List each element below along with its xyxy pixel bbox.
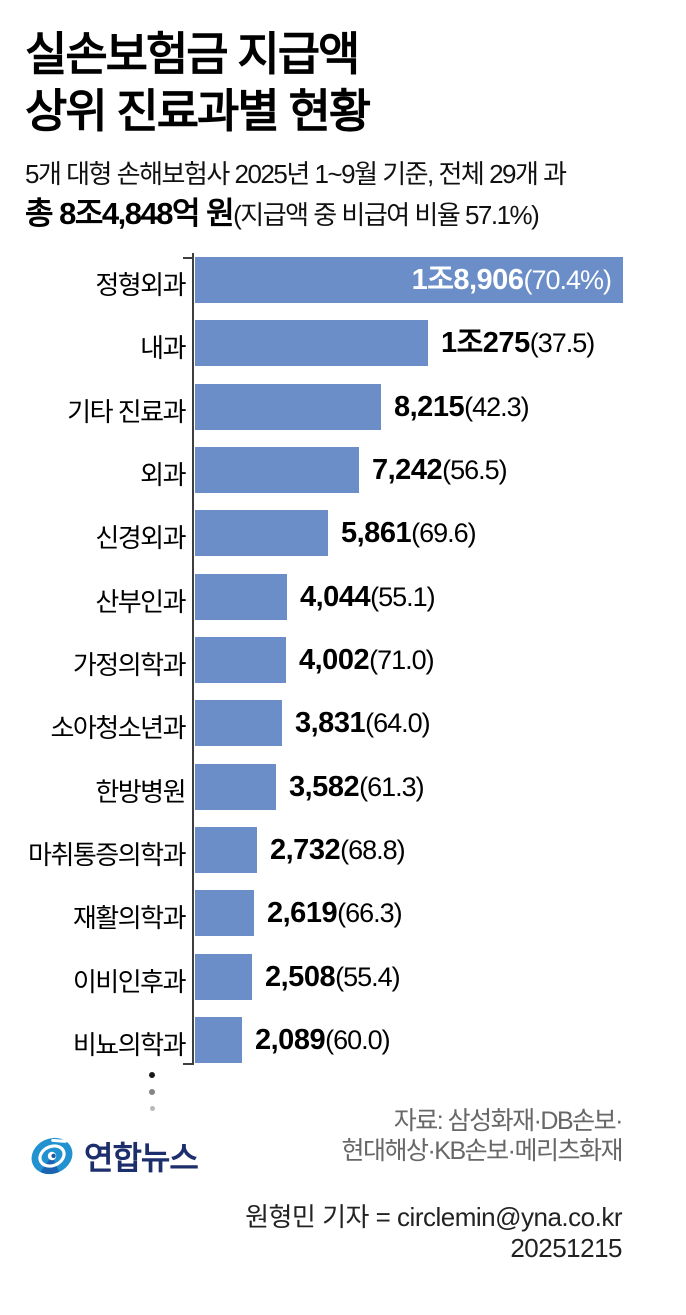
- bar-value-number: 1조275: [441, 327, 530, 359]
- bar: [195, 890, 254, 936]
- bar: [195, 637, 286, 683]
- total-note: (지급액 중 비급여 비율 57.1%): [233, 200, 540, 230]
- total-line: 총 8조4,848억 원(지급액 중 비급여 비율 57.1%): [25, 188, 540, 233]
- chart-subtitle: 5개 대형 손해보험사 2025년 1~9월 기준, 전체 29개 과: [25, 159, 567, 189]
- bar-value-percent: (56.5): [442, 455, 508, 485]
- bar: [195, 1017, 242, 1063]
- bar: [195, 574, 287, 620]
- bar: [195, 764, 276, 810]
- bar: [195, 447, 359, 493]
- ellipsis-dot: [149, 1072, 155, 1078]
- ellipsis-dot: [149, 1106, 155, 1111]
- bar: [195, 827, 257, 873]
- bar-value-label: 3,831(64.0): [295, 700, 431, 751]
- bar-value-number: 1조8,906: [411, 264, 524, 296]
- source-line2: 현대해상·KB손보·메리츠화재: [341, 1137, 623, 1165]
- bar-value-number: 8,215: [394, 391, 465, 423]
- bar-value-number: 2,732: [270, 834, 341, 866]
- source-note: 자료: 삼성화재·DB손보· 현대해상·KB손보·메리츠화재: [341, 1106, 624, 1166]
- yonhap-logo: 연합뉴스: [29, 1132, 199, 1180]
- bar-value-percent: (70.4%): [523, 265, 612, 295]
- bar-value-number: 5,861: [341, 517, 412, 549]
- bar-value-percent: (68.8): [340, 835, 406, 865]
- bar-value-percent: (69.6): [411, 518, 477, 548]
- ellipsis-dot: [149, 1089, 155, 1095]
- bar-value-percent: (55.4): [335, 962, 401, 992]
- bar-value-percent: (42.3): [464, 392, 530, 422]
- total-amount: 총 8조4,848억 원: [25, 196, 235, 231]
- bar-value-number: 3,582: [289, 771, 360, 803]
- bar-value-number: 4,044: [300, 581, 371, 613]
- bar-value-label: 7,242(56.5): [372, 447, 508, 498]
- bar-value-label: 4,044(55.1): [300, 574, 436, 625]
- category-label: 비뇨의학과: [72, 1030, 187, 1060]
- category-label: 한방병원: [95, 777, 186, 807]
- bar-value-number: 2,089: [255, 1024, 326, 1056]
- bar-value-number: 4,002: [299, 644, 370, 676]
- axis-tick-top: [183, 257, 193, 259]
- bar-value-number: 7,242: [372, 454, 443, 486]
- category-label: 산부인과: [95, 587, 186, 617]
- bar: [195, 510, 328, 556]
- bar: [195, 384, 381, 430]
- bar-value-percent: (66.3): [337, 898, 403, 928]
- category-label: 정형외과: [95, 270, 186, 300]
- bar-value-label: 1조275(37.5): [441, 320, 596, 371]
- reporter-credit: 원형민 기자 = circlemin@yna.co.kr 20251215: [245, 1202, 622, 1264]
- category-label: 가정의학과: [72, 650, 187, 680]
- page-title: 실손보험금 지급액 상위 진료과별 현황: [25, 26, 371, 140]
- bar-value-label: 8,215(42.3): [394, 384, 530, 435]
- bar-value-number: 3,831: [295, 707, 366, 739]
- yonhap-globe-icon: [29, 1132, 75, 1180]
- bar-value-percent: (64.0): [365, 708, 431, 738]
- bar-value-number: 2,508: [265, 961, 336, 993]
- bar: [195, 700, 282, 746]
- bar-value-percent: (61.3): [359, 772, 425, 802]
- category-label: 재활의학과: [72, 903, 187, 933]
- bar-value-label: 2,619(66.3): [267, 890, 403, 941]
- bar-value-percent: (71.0): [369, 645, 435, 675]
- bar-value-number: 2,619: [267, 897, 338, 929]
- yonhap-logo-text: 연합뉴스: [84, 1140, 199, 1176]
- category-label: 외과: [140, 460, 186, 490]
- bar-value-percent: (55.1): [370, 582, 436, 612]
- page-title-line1: 실손보험금 지급액: [25, 28, 360, 80]
- category-label: 내과: [140, 333, 186, 363]
- ellipsis-dots: [149, 1072, 155, 1122]
- bar: [195, 320, 428, 366]
- bar-value-percent: (60.0): [325, 1025, 391, 1055]
- bar: [195, 257, 623, 303]
- date-stamp: 20251215: [510, 1233, 622, 1263]
- bar-value-label: 3,582(61.3): [289, 764, 425, 815]
- bar-value-percent: (37.5): [529, 328, 596, 358]
- source-line1: 자료: 삼성화재·DB손보·: [393, 1107, 624, 1135]
- category-label: 마취통증의학과: [28, 840, 186, 870]
- category-label: 이비인후과: [72, 967, 187, 997]
- bar-value-label: 2,089(60.0): [255, 1017, 391, 1068]
- bar-value-label: 2,732(68.8): [270, 827, 406, 878]
- category-label: 기타 진료과: [67, 397, 186, 427]
- category-label: 신경외과: [95, 523, 186, 553]
- bar-value-label: 4,002(71.0): [299, 637, 435, 688]
- axis-tick-bottom: [183, 1063, 193, 1065]
- bar-value-label: 1조8,906(70.4%): [195, 257, 612, 308]
- bar-value-label: 5,861(69.6): [341, 510, 477, 561]
- category-axis-line: [192, 253, 194, 1065]
- page-title-line2: 상위 진료과별 현황: [25, 85, 371, 137]
- category-label: 소아청소년과: [50, 713, 186, 743]
- credit-line: 원형민 기자 = circlemin@yna.co.kr: [245, 1202, 622, 1232]
- bar-value-label: 2,508(55.4): [265, 954, 401, 1005]
- bar: [195, 954, 252, 1000]
